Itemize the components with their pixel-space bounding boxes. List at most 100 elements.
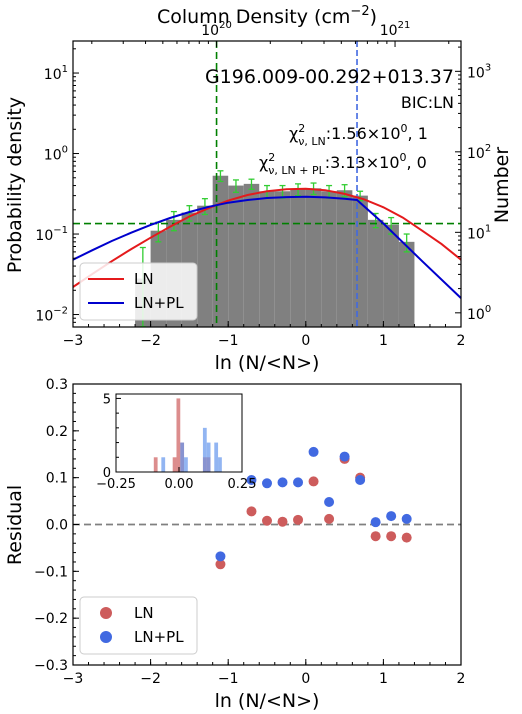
residual-legend-ln-label: LN xyxy=(134,604,154,622)
y-tick-label: −0.2 xyxy=(34,611,68,627)
legend-lnpl-label: LN+PL xyxy=(134,294,184,312)
fit-curves xyxy=(72,187,462,299)
chi2-ln-sub: ν, LN xyxy=(298,135,326,148)
chart-title: G196.009-00.292+013.37 xyxy=(205,66,454,88)
inset-bar-lnpl xyxy=(161,457,166,472)
y-tick-label: 101 xyxy=(44,64,68,83)
right-y-tick-label: 101 xyxy=(467,223,491,242)
chi2-ln-symbol: χ xyxy=(289,124,298,143)
residual-legend-ln-marker xyxy=(100,607,112,619)
top-x-tick-label: 1021 xyxy=(380,20,411,39)
y-tick-label: 0.0 xyxy=(46,518,68,534)
chi2-ln-tail: , 1 xyxy=(408,124,428,143)
residual-point-ln xyxy=(277,516,288,527)
right-y-tick-label: 102 xyxy=(467,143,491,162)
histogram-bar xyxy=(228,185,244,327)
residual-point-lnpl xyxy=(355,475,366,486)
inset-bars xyxy=(153,398,222,472)
chi2-ln-annotation: χ2 ν, LN:1.56×100, 1 xyxy=(289,122,428,148)
inset-bar-lnpl xyxy=(202,427,207,472)
inset-bar-lnpl xyxy=(180,442,185,472)
legend-ln-label: LN xyxy=(134,270,154,288)
residual-legend-lnpl-label: LN+PL xyxy=(134,628,184,646)
residual-point-ln xyxy=(215,559,226,570)
chi2-ln-exp: 0 xyxy=(401,122,408,135)
chi2-lnpl-sub: ν, LN + PL xyxy=(268,164,325,177)
pdf-right-y-label: Number xyxy=(491,147,513,224)
x-tick-label: 0 xyxy=(301,333,310,349)
x-tick-label: −1 xyxy=(218,671,239,687)
histogram-bar xyxy=(352,195,368,327)
chi2-lnpl-symbol: χ xyxy=(259,153,268,172)
x-tick-label: 2 xyxy=(457,333,466,349)
pdf-panel: −3 −2 −1 0 1 2 10−2 10−1 100 101 100 101 102 103 10… xyxy=(4,4,513,374)
y-tick-label: 0.2 xyxy=(46,424,68,440)
x-tick-label: 0 xyxy=(301,671,310,687)
x-tick-label: 1 xyxy=(379,333,388,349)
y-tick-label: 0.1 xyxy=(46,471,68,487)
inset-x-tick-label: −0.25 xyxy=(96,477,136,492)
histogram-bar xyxy=(212,175,229,327)
right-y-tick-label: 100 xyxy=(467,304,491,323)
pdf-x-ticks: −3 −2 −1 0 1 2 xyxy=(63,321,466,349)
residual-panel: −3 −2 −1 0 1 2 −0.3 −0.2 −0.1 0.0 0.1 0.2 0.3 ln (N… xyxy=(4,377,465,712)
residual-y-label: Residual xyxy=(4,485,26,565)
inset-bar-ln xyxy=(172,457,177,472)
residual-point-ln xyxy=(262,515,272,526)
reference-lines xyxy=(73,41,461,327)
chi2-lnpl-exp: 0 xyxy=(400,151,407,164)
residual-point-lnpl xyxy=(401,513,412,524)
inset-bar-lnpl xyxy=(206,442,211,472)
residual-point-lnpl xyxy=(293,477,304,488)
chi2-lnpl-annotation: χ2 ν, LN + PL:3.13×100, 0 xyxy=(259,151,427,177)
residual-point-lnpl xyxy=(308,446,319,457)
top-x-tick-label: 1020 xyxy=(201,20,232,39)
residual-points xyxy=(215,446,412,570)
inset-bar-lnpl xyxy=(214,442,219,472)
y-tick-label: −0.3 xyxy=(34,658,68,674)
inset-bar-ln xyxy=(153,457,158,472)
histogram-bar xyxy=(290,189,306,327)
histogram-bar xyxy=(383,224,399,327)
residual-point-lnpl xyxy=(386,511,397,522)
residual-x-label: ln (N/<N>) xyxy=(215,690,320,712)
residual-point-lnpl xyxy=(277,477,288,488)
residual-point-ln xyxy=(370,531,381,542)
histogram-bar xyxy=(336,190,353,327)
pdf-y-ticks: 10−2 10−1 100 101 xyxy=(35,48,79,328)
pdf-x-label: ln (N/<N>) xyxy=(215,352,320,374)
histogram-bar xyxy=(321,191,337,327)
fit-curve-ln xyxy=(72,187,462,288)
inset-bar-lnpl xyxy=(218,457,222,472)
residual-point-lnpl xyxy=(370,517,381,528)
residual-point-ln xyxy=(401,532,412,543)
residual-legend: LN LN+PL xyxy=(79,596,198,655)
residual-point-ln xyxy=(308,476,319,487)
y-tick-label: −0.1 xyxy=(34,564,68,580)
residual-point-ln xyxy=(386,531,397,542)
y-tick-label: 10−1 xyxy=(35,225,68,244)
x-tick-label: 1 xyxy=(379,671,388,687)
histogram-bar xyxy=(398,241,415,327)
pdf-top-x-ticks: 1020 1021 xyxy=(91,20,450,47)
inset-bar-lnpl xyxy=(184,457,188,472)
x-tick-label: −3 xyxy=(63,671,84,687)
pdf-right-y-ticks: 100 101 102 103 xyxy=(455,46,491,323)
x-tick-label: −2 xyxy=(140,333,161,349)
y-tick-label: 0.3 xyxy=(46,377,68,393)
inset-y-tick-label: 0 xyxy=(103,466,111,481)
chi2-ln-sup: 2 xyxy=(298,122,305,135)
x-tick-label: 2 xyxy=(457,671,466,687)
inset-y-tick-label: 5 xyxy=(103,392,111,407)
inset-x-tick-label: 0.00 xyxy=(165,477,194,492)
chi2-lnpl-tail: , 0 xyxy=(407,153,427,172)
residual-point-lnpl xyxy=(324,497,335,508)
residual-point-lnpl xyxy=(262,478,272,489)
x-tick-label: −3 xyxy=(63,333,84,349)
residual-y-ticks: −0.3 −0.2 −0.1 0.0 0.1 0.2 0.3 xyxy=(34,377,79,674)
inset-x-tick-label: 0.25 xyxy=(228,477,257,492)
chi2-ln-value: :1.56×10 xyxy=(326,124,401,143)
histogram-bar xyxy=(367,219,384,327)
